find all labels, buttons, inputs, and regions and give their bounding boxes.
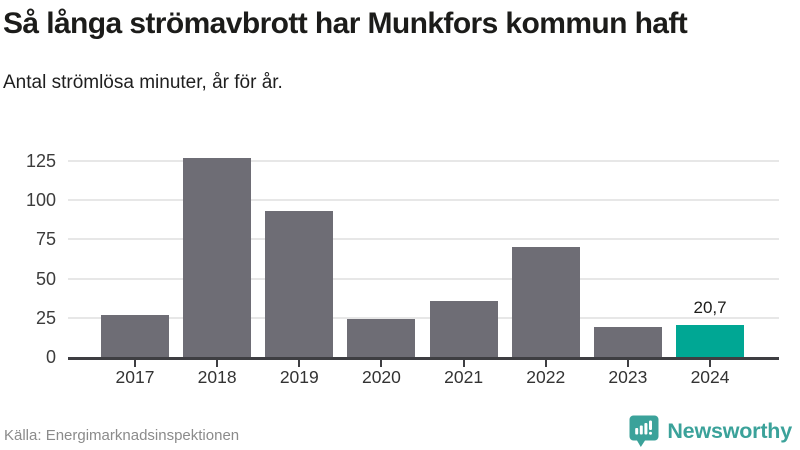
x-axis-tick-2024 <box>709 360 712 367</box>
gridline-100 <box>68 199 779 202</box>
bar-chart: 0 25 50 75 100 125 2017 2018 2019 2020 2021 2022 202… <box>0 130 800 400</box>
gridline-25 <box>68 316 779 319</box>
x-axis-tick-2021 <box>462 360 465 367</box>
newsworthy-icon <box>629 415 659 447</box>
chart-subtitle: Antal strömlösa minuter, år för år. <box>3 72 283 93</box>
bar-2023 <box>593 327 662 357</box>
x-axis-tick-2023 <box>626 360 629 367</box>
bar-2019 <box>265 211 334 357</box>
gridline-50 <box>68 277 779 280</box>
source-label: Källa: Energimarknadsinspektionen <box>4 427 240 444</box>
x-axis-tick-2022 <box>544 360 547 367</box>
y-axis-label-100: 100 <box>25 190 56 211</box>
gridline-75 <box>68 238 779 241</box>
bar-2020 <box>347 319 416 357</box>
bar-2021 <box>429 300 498 357</box>
x-axis-tick-2018 <box>216 360 219 367</box>
y-axis-label-0: 0 <box>45 347 56 367</box>
x-axis-label-2024: 2024 <box>690 367 730 387</box>
bar-2024 <box>676 324 745 357</box>
bar-2018 <box>183 157 252 357</box>
x-axis-label-2021: 2021 <box>444 367 484 387</box>
x-axis-label-2019: 2019 <box>279 367 319 387</box>
x-axis-tick-2017 <box>134 360 136 367</box>
y-axis-label-25: 25 <box>35 307 56 328</box>
gridline-125 <box>68 160 779 162</box>
plot-area <box>68 135 779 360</box>
newsworthy-logo[interactable]: Newsworthy <box>629 415 792 448</box>
newsworthy-logo-text: Newsworthy <box>667 419 792 443</box>
x-axis-label-2023: 2023 <box>608 367 648 387</box>
y-axis-label-125: 125 <box>25 151 56 171</box>
x-axis-label-2022: 2022 <box>526 367 566 387</box>
page-title: Så långa strömavbrott har Munkfors kommu… <box>3 7 688 40</box>
x-axis-label-2020: 2020 <box>361 367 401 387</box>
bar-2022 <box>511 247 580 357</box>
x-axis-tick-2020 <box>380 360 383 367</box>
x-axis-label-2017: 2017 <box>115 367 155 387</box>
x-axis-tick-2019 <box>298 360 301 367</box>
y-axis-label-75: 75 <box>35 229 56 250</box>
x-axis-label-2018: 2018 <box>197 367 237 387</box>
bar-value-label: 20,7 <box>693 297 727 317</box>
bar-2017 <box>101 314 169 357</box>
y-axis-label-50: 50 <box>35 268 56 289</box>
